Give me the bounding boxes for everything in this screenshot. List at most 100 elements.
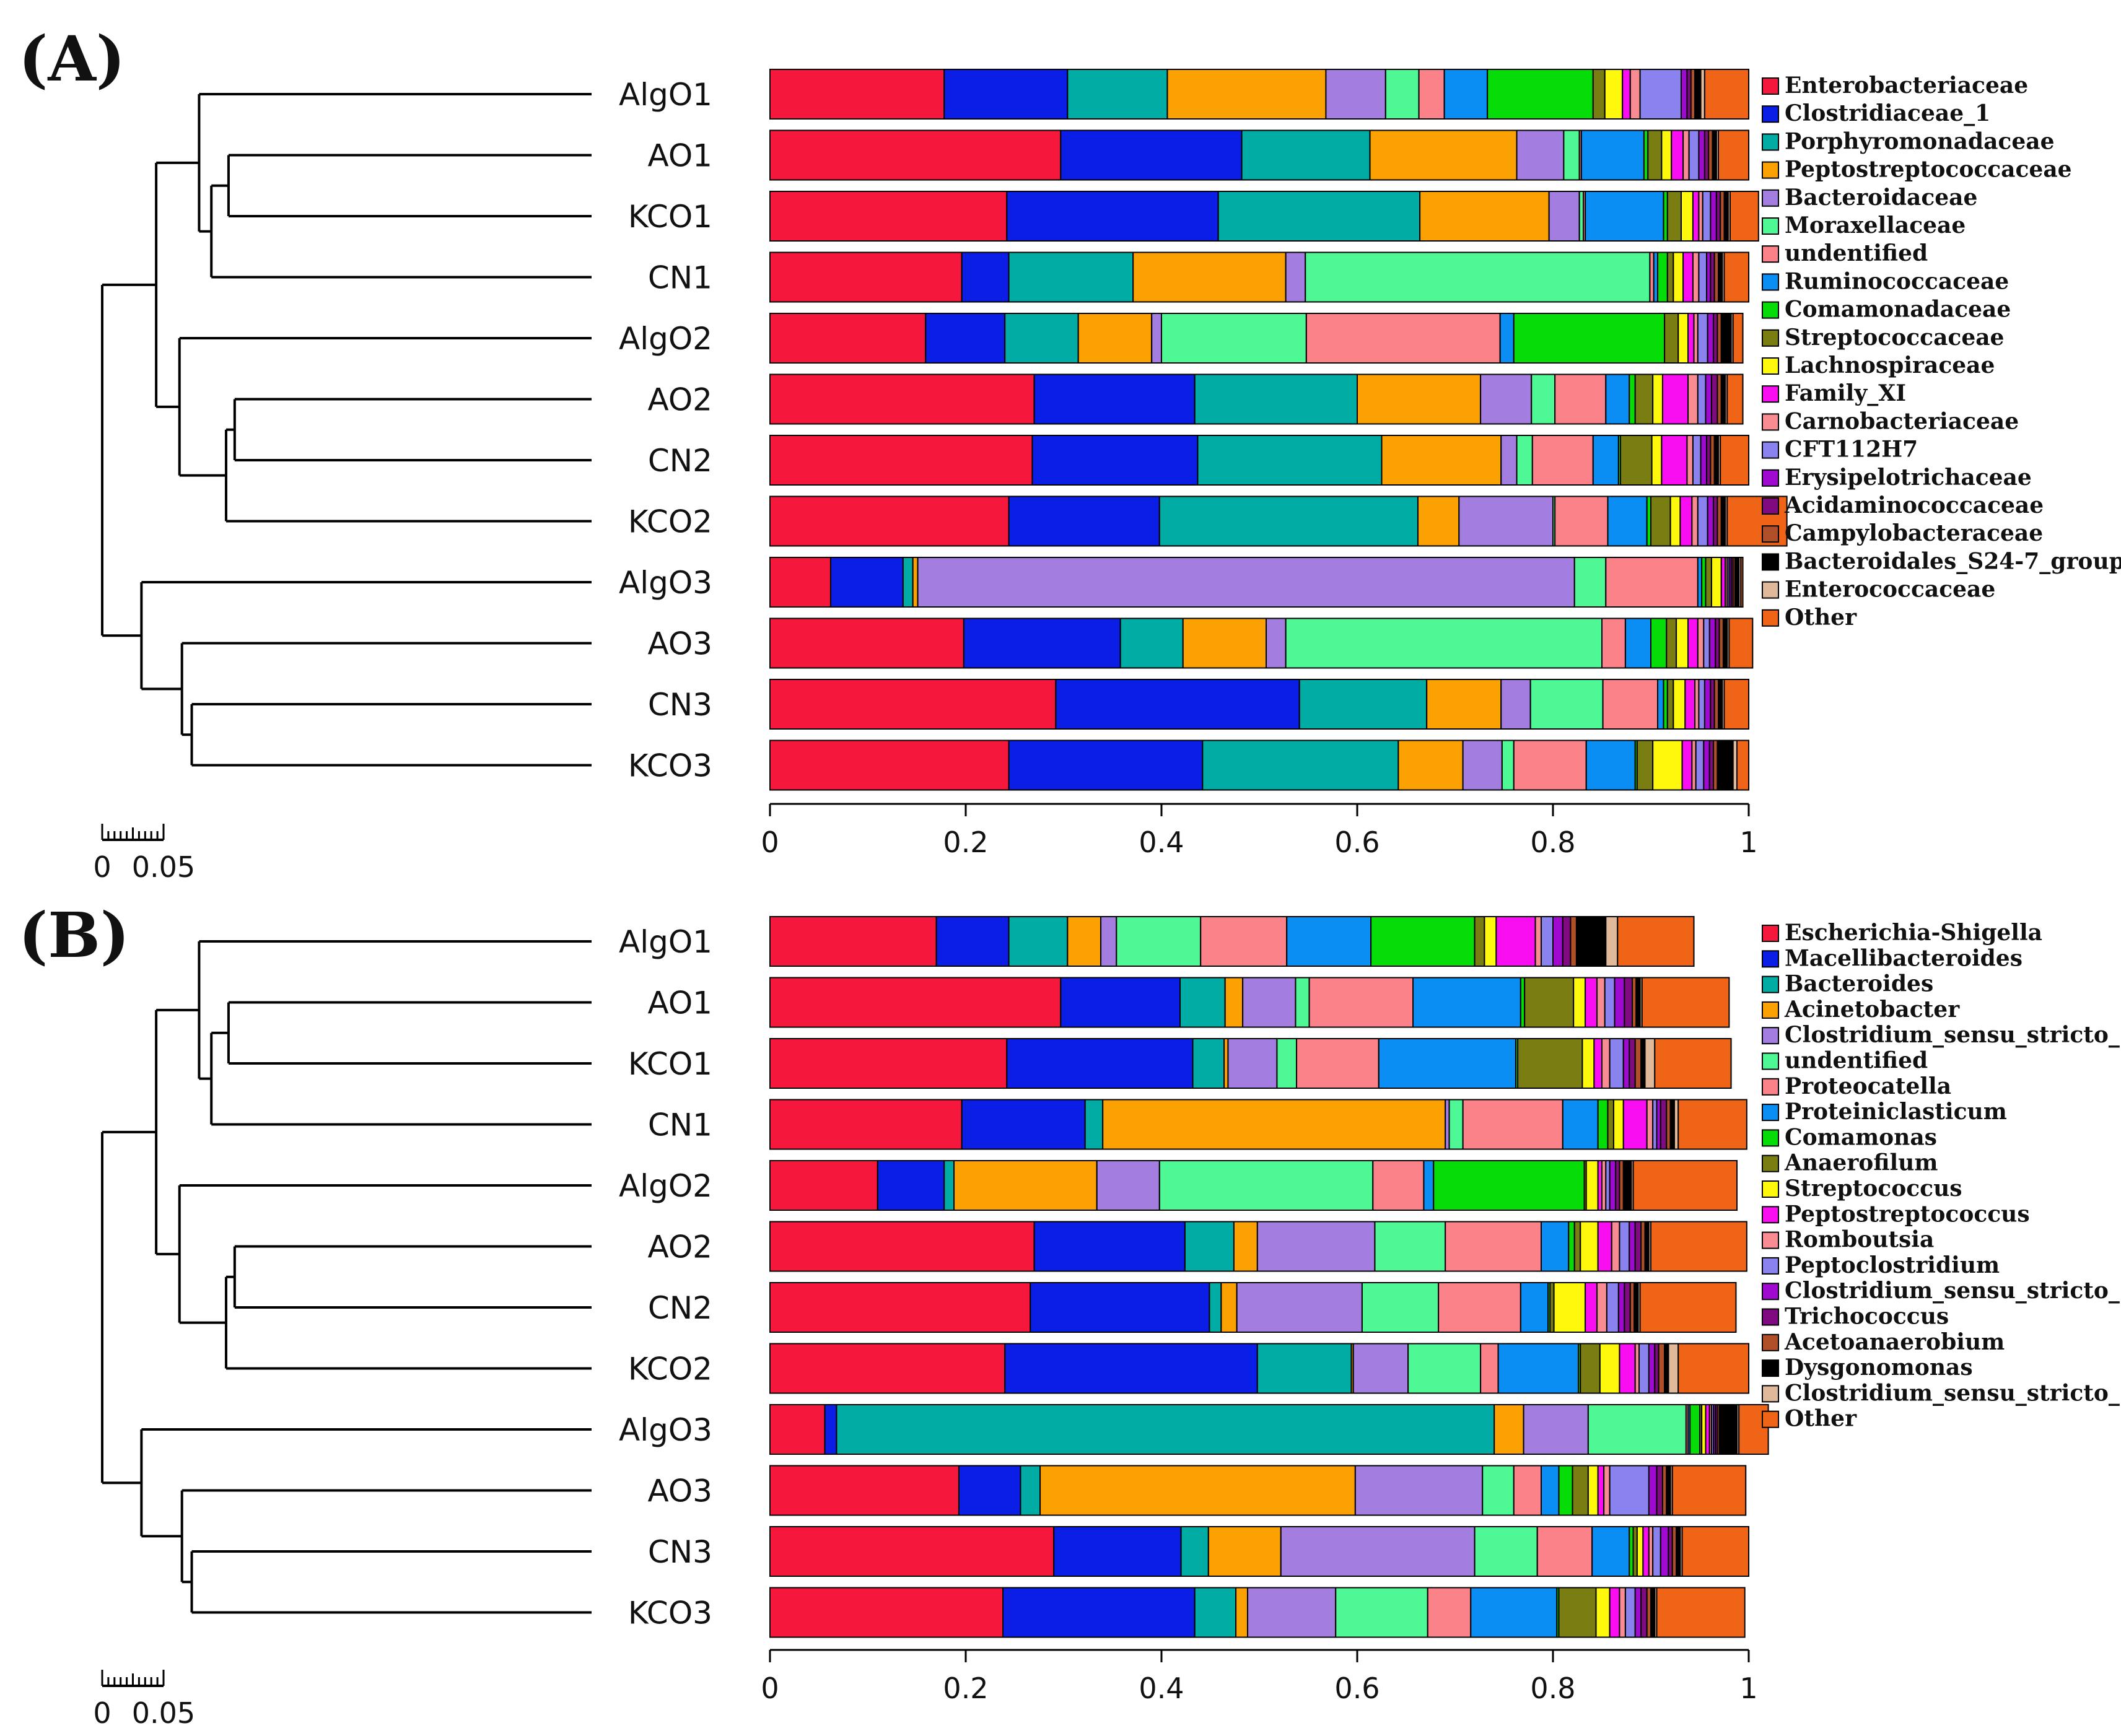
sample-label: AlgO2 [619,321,712,357]
bar-segment [1298,679,1428,730]
bar-segment [1614,977,1625,1028]
bar-segment [1247,1587,1337,1638]
bar-segment [1617,916,1695,967]
bar-segment [1692,191,1700,242]
bar-segment [1718,1404,1738,1455]
bar-segment [1698,679,1705,730]
panel-label: (B) [19,899,129,972]
bar-segment [1684,679,1696,730]
bar-segment [1634,1038,1642,1089]
bar-segment [1679,495,1693,547]
bar-segment [1703,679,1712,730]
bar-segment [1607,495,1648,547]
bar-segment [1417,495,1460,547]
bar-segment [1609,1587,1620,1638]
bar-segment [1695,739,1705,791]
bar-segment [1548,191,1580,242]
scale-bar-a: 0 0.05 [93,824,195,884]
bar-segment [1687,313,1695,364]
dendrogram-b [101,940,592,1614]
bar-segment [1634,373,1654,425]
bar-segment [1033,1221,1186,1272]
legend-swatch [1762,329,1779,347]
bar-segment [953,1160,1098,1211]
bar-segment [1652,1526,1661,1577]
x-tick-label: 0.4 [1139,1672,1184,1705]
bar-segment [1666,679,1674,730]
bar-segment [1636,739,1654,791]
bar-segment [963,617,1121,669]
bar-segment [961,251,1010,303]
legend-swatch [1762,1129,1779,1147]
x-tick-label: 0 [761,1672,779,1705]
bar-segment [1624,977,1633,1028]
bar-segment [1710,557,1722,608]
bar-segment [769,1343,1006,1394]
bar-segment [769,1282,1031,1333]
bar-segment [1636,1526,1644,1577]
bar-segment [1482,1465,1515,1516]
bar-segment [902,557,914,608]
bar-segment [1242,977,1297,1028]
bar-segment [1158,1160,1374,1211]
bar-segment [1004,313,1079,364]
legend-label: Romboutsia [1785,1227,1934,1253]
bar-segment [1720,313,1732,364]
bar-segment [1285,251,1306,303]
bar-segment [1597,1221,1612,1272]
sample-label: AO1 [648,138,713,174]
bar-segment [1676,617,1689,669]
bar-segment [1601,1038,1611,1089]
x-tick-label: 0.6 [1334,1672,1380,1705]
bar-segment [1151,313,1162,364]
bar-segment [1703,617,1710,669]
bar-segment [1673,251,1684,303]
legend-swatch [1762,950,1779,968]
bar-segment [1008,739,1204,791]
bar-segment [1652,373,1663,425]
bar-segment [1692,435,1702,486]
bar-segment [1443,69,1489,120]
legend-swatch [1762,441,1779,459]
bar-segment [1286,916,1372,967]
bar-segment [1680,69,1688,120]
legend-label: undentified [1785,1048,1928,1074]
legend-swatch [1762,1078,1779,1096]
bar-segment [1445,1221,1542,1272]
legend-label: Carnobacteriaceae [1785,408,2019,434]
bar-segment [1691,495,1699,547]
bar-segment [1698,129,1705,181]
bar-segment [1296,1038,1380,1089]
x-tick-label: 0.2 [943,826,988,859]
bar-segment [1256,1343,1352,1394]
bar-segment [1541,916,1554,967]
bar-segment [1581,1038,1595,1089]
bar-segment [1629,373,1636,425]
bar-segment [1423,1160,1435,1211]
bar-segment [1634,1221,1642,1272]
bar-segment [1276,1038,1298,1089]
stacked-bar-chart-a: (A) AlgO1 AO1 KCO1 CN1 AlgO2 AO2 CN2 KCO2 AlgO3 AO… [19,22,2121,859]
bar-segment [1573,1221,1581,1272]
bar-segment [1682,251,1694,303]
bar-segment [1570,916,1577,967]
legend-swatch [1762,1206,1779,1224]
sample-label: AO3 [648,626,713,662]
bar-segment [1666,617,1677,669]
bar-segment [1202,739,1399,791]
bar-segment [1642,1526,1650,1577]
bar-segment [1006,1038,1194,1089]
bar-segment [1516,129,1565,181]
bar-segment [1671,129,1684,181]
bar-segment [1207,1526,1282,1577]
bar-segment [1067,916,1102,967]
bar-segment [1666,251,1674,303]
bar-segment [1710,191,1717,242]
legend-swatch [1762,1308,1779,1326]
bar-segment [1161,313,1307,364]
bar-segment [1280,1526,1476,1577]
bar-segment [1495,916,1536,967]
legend-swatch [1762,1257,1779,1275]
bar-segment [1703,69,1749,120]
bar-segment [1227,1038,1278,1089]
